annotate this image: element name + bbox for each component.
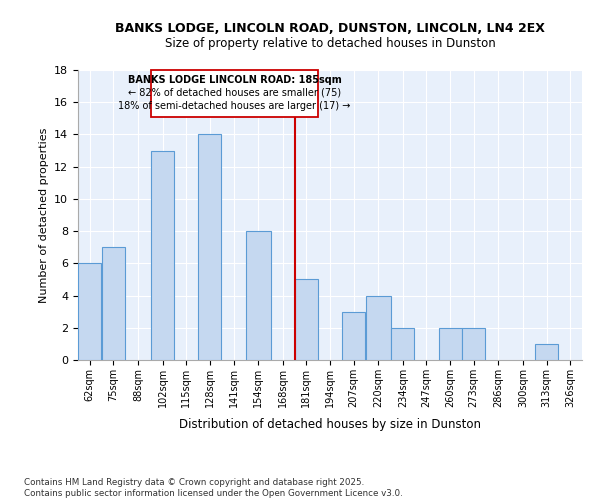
X-axis label: Distribution of detached houses by size in Dunston: Distribution of detached houses by size … — [179, 418, 481, 431]
Text: BANKS LODGE LINCOLN ROAD: 185sqm: BANKS LODGE LINCOLN ROAD: 185sqm — [128, 76, 341, 86]
Text: Size of property relative to detached houses in Dunston: Size of property relative to detached ho… — [164, 38, 496, 51]
Bar — [102, 247, 125, 360]
Y-axis label: Number of detached properties: Number of detached properties — [38, 128, 49, 302]
Bar — [535, 344, 558, 360]
FancyBboxPatch shape — [151, 70, 318, 116]
Text: 18% of semi-detached houses are larger (17) →: 18% of semi-detached houses are larger (… — [118, 101, 350, 112]
Bar — [462, 328, 485, 360]
Text: BANKS LODGE, LINCOLN ROAD, DUNSTON, LINCOLN, LN4 2EX: BANKS LODGE, LINCOLN ROAD, DUNSTON, LINC… — [115, 22, 545, 36]
Text: ← 82% of detached houses are smaller (75): ← 82% of detached houses are smaller (75… — [128, 88, 341, 98]
Bar — [245, 231, 271, 360]
Bar — [439, 328, 461, 360]
Bar — [391, 328, 415, 360]
Bar — [151, 150, 174, 360]
Bar — [366, 296, 391, 360]
Bar — [199, 134, 221, 360]
Bar — [295, 280, 318, 360]
Bar — [342, 312, 365, 360]
Bar — [78, 264, 101, 360]
Text: Contains HM Land Registry data © Crown copyright and database right 2025.
Contai: Contains HM Land Registry data © Crown c… — [24, 478, 403, 498]
